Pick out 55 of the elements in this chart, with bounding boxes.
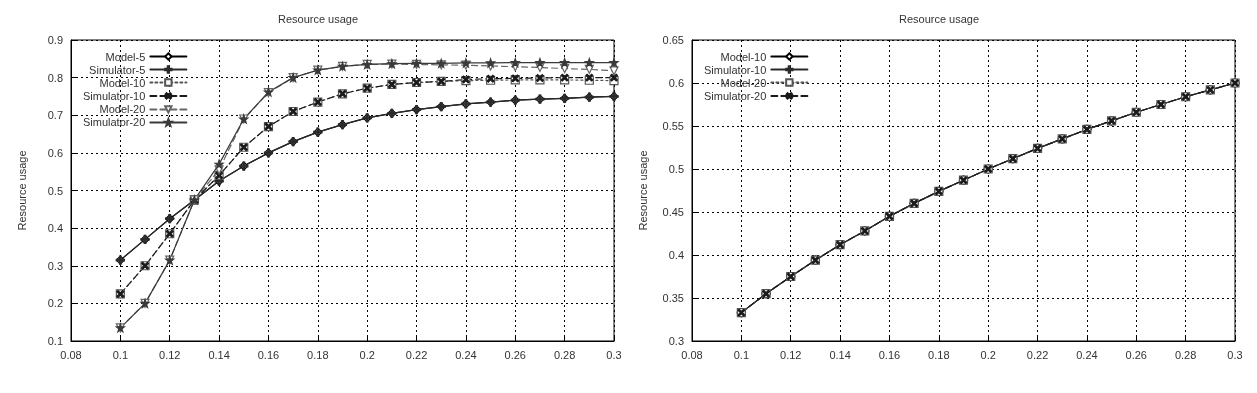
legend-label: Simulator-5	[89, 63, 146, 76]
x-tick-label: 0.28	[553, 348, 576, 361]
y-tick-label: 0.6	[668, 77, 684, 89]
y-tick-label: 0.2	[47, 297, 63, 310]
y-tick-label: 0.6	[47, 146, 63, 159]
y-tick-label: 0.35	[662, 292, 684, 304]
legend-label: Model-10	[99, 76, 146, 89]
y-tick-label: 0.4	[47, 222, 63, 235]
x-tick-label: 0.08	[681, 348, 703, 361]
x-tick-label: 0.22	[1026, 348, 1049, 361]
y-tick-label: 0.8	[47, 71, 63, 84]
x-tick-label: 0.28	[1174, 348, 1197, 361]
y-tick-label: 0.65	[662, 34, 684, 46]
y-axis-title: Resource usage	[15, 150, 28, 231]
y-tick-label: 0.1	[47, 335, 63, 347]
y-tick-label: 0.5	[47, 184, 63, 197]
y-tick-label: 0.9	[47, 34, 63, 46]
y-tick-label: 0.4	[668, 249, 684, 261]
legend-label: Model-10	[720, 50, 767, 63]
legend-label: Model-5	[105, 50, 146, 63]
x-tick-label: 0.2	[359, 348, 375, 361]
legend-label: Simulator-10	[704, 63, 767, 76]
x-tick-label: 0.26	[1125, 348, 1147, 361]
legend-label: Simulator-20	[704, 89, 767, 102]
chart-title: Resource usage	[277, 12, 359, 25]
x-tick-label: 0.1	[112, 348, 129, 361]
x-tick-label: 0.14	[208, 348, 230, 361]
x-tick-label: 0.12	[159, 348, 181, 361]
x-tick-label: 0.1	[733, 348, 750, 361]
x-tick-label: 0.2	[980, 348, 996, 361]
y-tick-label: 0.55	[662, 120, 684, 132]
x-tick-label: 0.18	[307, 348, 329, 361]
x-tick-label: 0.22	[405, 348, 428, 361]
legend-label: Model-20	[99, 103, 146, 116]
y-tick-label: 0.5	[668, 163, 684, 175]
x-tick-label: 0.24	[455, 348, 477, 361]
y-tick-label: 0.3	[47, 259, 63, 272]
legend-label: Model-20	[720, 76, 767, 89]
chart-title: Resource usage	[898, 12, 980, 25]
y-axis-title: Resource usage	[636, 150, 649, 231]
x-tick-label: 0.16	[878, 348, 901, 361]
y-tick-label: 0.3	[668, 335, 684, 347]
legend-label: Simulator-10	[83, 89, 146, 102]
x-tick-label: 0.24	[1076, 348, 1098, 361]
x-tick-label: 0.3	[606, 348, 622, 361]
y-tick-label: 0.7	[47, 109, 63, 122]
x-tick-label: 0.26	[504, 348, 526, 361]
x-tick-label: 0.08	[60, 348, 82, 361]
y-tick-label: 0.45	[662, 206, 684, 218]
x-tick-label: 0.12	[780, 348, 802, 361]
x-tick-label: 0.14	[829, 348, 851, 361]
x-tick-label: 0.18	[928, 348, 950, 361]
x-tick-label: 0.16	[257, 348, 280, 361]
legend-label: Simulator-20	[83, 116, 146, 129]
x-tick-label: 0.3	[1227, 348, 1243, 361]
